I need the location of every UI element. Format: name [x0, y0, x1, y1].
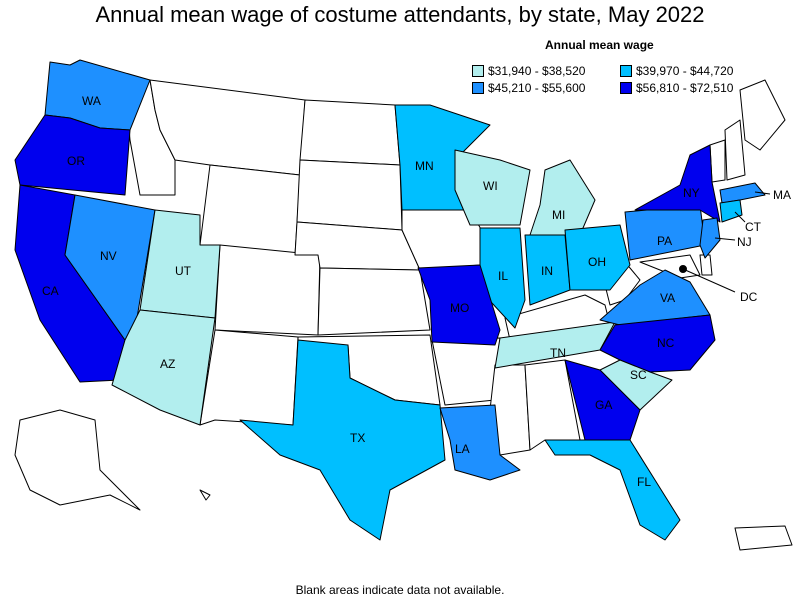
- label-MI: MI: [552, 208, 565, 222]
- state-OR[interactable]: [14, 114, 131, 196]
- legend-title: Annual mean wage: [545, 38, 654, 52]
- state-AK[interactable]: [14, 409, 141, 511]
- label-NJ: NJ: [737, 235, 752, 249]
- state-VT[interactable]: [709, 139, 726, 183]
- legend-item[interactable]: $45,210 - $55,600: [472, 81, 585, 95]
- label-MA: MA: [773, 188, 791, 202]
- label-WA: WA: [82, 94, 101, 108]
- label-SC: SC: [630, 368, 647, 382]
- state-WY[interactable]: [199, 164, 301, 256]
- label-NY: NY: [683, 186, 700, 200]
- data-states: [14, 59, 766, 541]
- label-NC: NC: [657, 336, 675, 350]
- legend-swatch: [620, 65, 632, 77]
- label-MN: MN: [415, 159, 434, 173]
- state-NH[interactable]: [724, 119, 746, 181]
- state-TX[interactable]: [239, 339, 446, 541]
- label-PA: PA: [657, 234, 672, 248]
- dc-leader-line: [682, 268, 736, 293]
- state-OH[interactable]: [564, 224, 631, 291]
- label-LA: LA: [455, 442, 470, 456]
- label-CT: CT: [745, 220, 762, 234]
- footnote: Blank areas indicate data not available.: [295, 583, 505, 597]
- state-AR[interactable]: [431, 337, 501, 406]
- state-NJ[interactable]: [699, 217, 721, 259]
- state-ME[interactable]: [739, 79, 786, 151]
- legend-item[interactable]: $31,940 - $38,520: [472, 64, 585, 78]
- label-MO: MO: [450, 301, 469, 315]
- state-MA[interactable]: [719, 182, 766, 204]
- label-WI: WI: [483, 179, 498, 193]
- state-SC[interactable]: [599, 359, 673, 411]
- territory-PR[interactable]: [734, 525, 793, 551]
- blank-states: [14, 79, 793, 551]
- label-CA: CA: [42, 284, 59, 298]
- state-ND[interactable]: [299, 99, 401, 166]
- label-NV: NV: [100, 249, 117, 263]
- state-HI[interactable]: [199, 489, 211, 501]
- state-CO[interactable]: [214, 244, 321, 336]
- legend-swatch: [472, 65, 484, 77]
- state-FL[interactable]: [544, 439, 681, 541]
- state-MO[interactable]: [417, 264, 501, 346]
- state-GA[interactable]: [564, 359, 641, 441]
- legend-swatch: [472, 82, 484, 94]
- state-SD[interactable]: [296, 159, 403, 231]
- label-GA: GA: [595, 398, 612, 412]
- state-NM[interactable]: [199, 329, 299, 426]
- ct-leader-line: [734, 211, 746, 223]
- state-PA[interactable]: [624, 204, 706, 261]
- state-AZ[interactable]: [111, 309, 216, 426]
- legend-item[interactable]: $56,810 - $72,510: [620, 81, 733, 95]
- label-DC: DC: [740, 290, 758, 304]
- ma-leader-line: [754, 191, 771, 195]
- legend-label: $39,970 - $44,720: [636, 64, 734, 78]
- label-VA: VA: [660, 291, 675, 305]
- state-MI[interactable]: [529, 159, 596, 236]
- label-AZ: AZ: [160, 357, 175, 371]
- legend-label: $31,940 - $38,520: [488, 64, 586, 78]
- legend-swatch: [620, 82, 632, 94]
- state-labels: WA OR CA NV UT AZ TX MN WI MI IL IN OH P…: [42, 94, 791, 489]
- state-LA[interactable]: [439, 404, 521, 481]
- label-TN: TN: [550, 346, 566, 360]
- label-TX: TX: [350, 431, 365, 445]
- nj-leader-line: [714, 237, 736, 241]
- legend-label: $56,810 - $72,510: [636, 81, 734, 95]
- state-KS[interactable]: [317, 267, 431, 336]
- map-title: Annual mean wage of costume attendants, …: [95, 2, 705, 27]
- state-CT[interactable]: [719, 199, 743, 223]
- label-UT: UT: [175, 264, 192, 278]
- label-IL: IL: [498, 269, 508, 283]
- label-OH: OH: [588, 255, 606, 269]
- state-MS[interactable]: [489, 364, 531, 456]
- legend-item[interactable]: $39,970 - $44,720: [620, 64, 733, 78]
- label-FL: FL: [637, 475, 651, 489]
- state-NY[interactable]: [634, 144, 721, 223]
- state-WI[interactable]: [454, 149, 531, 226]
- legend-label: $45,210 - $55,600: [488, 81, 586, 95]
- label-OR: OR: [67, 154, 85, 168]
- state-DE[interactable]: [699, 254, 713, 276]
- label-IN: IN: [541, 264, 553, 278]
